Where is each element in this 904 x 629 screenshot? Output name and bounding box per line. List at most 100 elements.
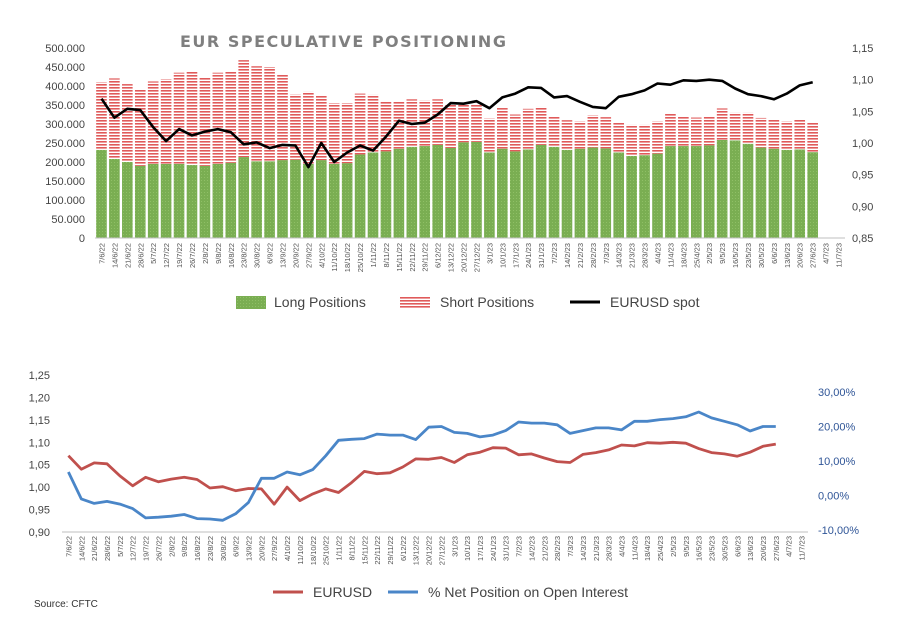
short-positions-bar <box>315 95 327 161</box>
top-x-tick-label: 2/5/23 <box>705 243 714 264</box>
bottom-x-tick-label: 13/9/22 <box>245 536 254 561</box>
bottom-x-tick-label: 6/9/22 <box>232 536 241 557</box>
top-x-tick-label: 27/12/22 <box>472 243 481 272</box>
top-x-tick-label: 30/5/23 <box>757 243 766 268</box>
bottom-x-tick-label: 3/1/23 <box>450 536 459 557</box>
long-positions-bar <box>484 152 495 238</box>
top-x-tick-label: 4/10/22 <box>317 243 326 268</box>
long-positions-bar <box>212 163 224 238</box>
bottom-left-tick-label: 1,05 <box>29 460 50 472</box>
bottom-x-tick-label: 7/6/22 <box>64 536 73 557</box>
top-x-tick-label: 13/12/22 <box>447 243 456 272</box>
bottom-x-tick-label: 8/11/22 <box>347 536 356 560</box>
short-positions-bar <box>794 119 806 150</box>
net-position-line <box>67 410 776 522</box>
bottom-left-tick-label: 1,25 <box>29 370 50 382</box>
short-positions-bar <box>186 71 198 166</box>
top-left-tick-label: 200.000 <box>45 157 85 169</box>
short-positions-bar <box>690 117 702 147</box>
bottom-x-tick-label: 27/12/22 <box>437 536 446 565</box>
long-positions-bar <box>703 145 715 238</box>
top-x-tick-label: 26/7/22 <box>188 243 197 268</box>
short-positions-bar <box>535 106 547 145</box>
top-left-tick-label: 500.000 <box>45 43 85 55</box>
bottom-x-tick-label: 6/12/22 <box>399 536 408 561</box>
top-x-tick-label: 25/10/22 <box>356 243 365 272</box>
short-positions-bar <box>303 91 314 164</box>
short-positions-bar <box>199 77 211 166</box>
short-positions-bar <box>354 93 366 155</box>
top-right-tick-label: 0,85 <box>852 233 873 245</box>
long-positions-bar <box>716 139 728 238</box>
long-positions-bar <box>419 146 431 238</box>
bottom-left-tick-label: 1,00 <box>29 482 50 494</box>
top-chart-bars <box>96 60 818 238</box>
top-x-tick-label: 6/6/23 <box>770 243 779 264</box>
bottom-x-tick-label: 17/1/23 <box>476 536 485 561</box>
bottom-x-tick-label: 11/10/22 <box>296 536 305 565</box>
short-positions-bar <box>96 82 107 150</box>
top-x-tick-label: 9/8/22 <box>214 243 223 264</box>
short-positions-bar <box>251 66 262 162</box>
bottom-x-tick-label: 23/5/23 <box>708 536 717 561</box>
long-positions-bar <box>393 148 405 238</box>
bottom-x-tick-label: 18/4/23 <box>643 536 652 561</box>
top-left-tick-label: 450.000 <box>45 62 85 74</box>
top-x-tick-label: 5/7/22 <box>149 243 158 264</box>
bottom-x-tick-label: 9/8/22 <box>180 536 189 557</box>
bottom-left-tick-label: 0,95 <box>29 505 50 517</box>
top-x-tick-label: 13/9/22 <box>279 243 288 268</box>
top-x-tick-label: 20/12/22 <box>460 243 469 272</box>
short-positions-bar <box>755 117 767 148</box>
bottom-x-tick-label: 6/6/23 <box>733 536 742 557</box>
top-left-tick-label: 50.000 <box>51 214 85 226</box>
top-x-tick-label: 25/4/23 <box>692 243 701 268</box>
short-positions-bar <box>652 121 663 154</box>
long-positions-bar <box>147 163 159 238</box>
bottom-x-tick-label: 7/3/23 <box>566 536 575 557</box>
long-positions-bar <box>432 144 443 238</box>
long-positions-bar <box>186 165 198 238</box>
top-x-tick-label: 14/6/22 <box>110 243 119 268</box>
long-positions-bar <box>199 165 211 238</box>
legend-swatch-short <box>400 296 430 309</box>
bottom-x-tick-label: 1/11/22 <box>335 536 344 560</box>
short-positions-bar <box>471 103 482 142</box>
top-chart-eurusd-line <box>100 78 814 169</box>
top-x-tick-label: 6/9/22 <box>266 243 275 264</box>
long-positions-bar <box>807 152 818 238</box>
top-x-tick-label: 11/4/23 <box>666 243 675 267</box>
short-positions-bar <box>742 112 754 144</box>
long-positions-bar <box>548 146 560 238</box>
bottom-x-tick-label: 28/2/23 <box>553 536 562 561</box>
top-chart-axes: 0 50.000 100.000 150.000 200.000 250.000 300.0… <box>45 43 873 272</box>
short-positions-bar <box>147 81 159 164</box>
short-positions-bar <box>458 103 469 143</box>
bottom-x-tick-label: 23/8/22 <box>206 536 215 561</box>
long-positions-bar <box>173 163 185 238</box>
long-positions-bar <box>160 163 172 238</box>
short-positions-bar <box>509 114 521 152</box>
short-positions-bar <box>768 119 780 149</box>
bottom-x-tick-label: 28/6/22 <box>103 536 112 561</box>
legend-swatch-long <box>236 296 266 309</box>
short-positions-bar <box>238 60 250 158</box>
top-left-tick-label: 100.000 <box>45 195 85 207</box>
bottom-x-tick-label: 4/7/23 <box>785 536 794 557</box>
short-positions-bar <box>497 108 508 149</box>
bottom-x-tick-label: 12/7/22 <box>129 536 138 561</box>
top-x-tick-label: 17/1/23 <box>511 243 520 268</box>
long-positions-bar <box>522 149 534 238</box>
top-x-tick-label: 30/8/22 <box>253 243 262 268</box>
source-label: Source: CFTC <box>34 599 98 610</box>
long-positions-bar <box>781 149 793 238</box>
top-x-tick-label: 10/1/23 <box>498 243 507 268</box>
short-positions-bar <box>600 117 612 149</box>
legend-label-short: Short Positions <box>440 294 534 310</box>
short-positions-bar <box>587 115 599 148</box>
bottom-x-tick-label: 11/7/23 <box>798 536 807 560</box>
top-left-tick-label: 150.000 <box>45 176 85 188</box>
bottom-x-tick-label: 22/11/22 <box>373 536 382 565</box>
bottom-x-tick-label: 7/2/23 <box>515 536 524 557</box>
long-positions-bar <box>225 162 237 238</box>
